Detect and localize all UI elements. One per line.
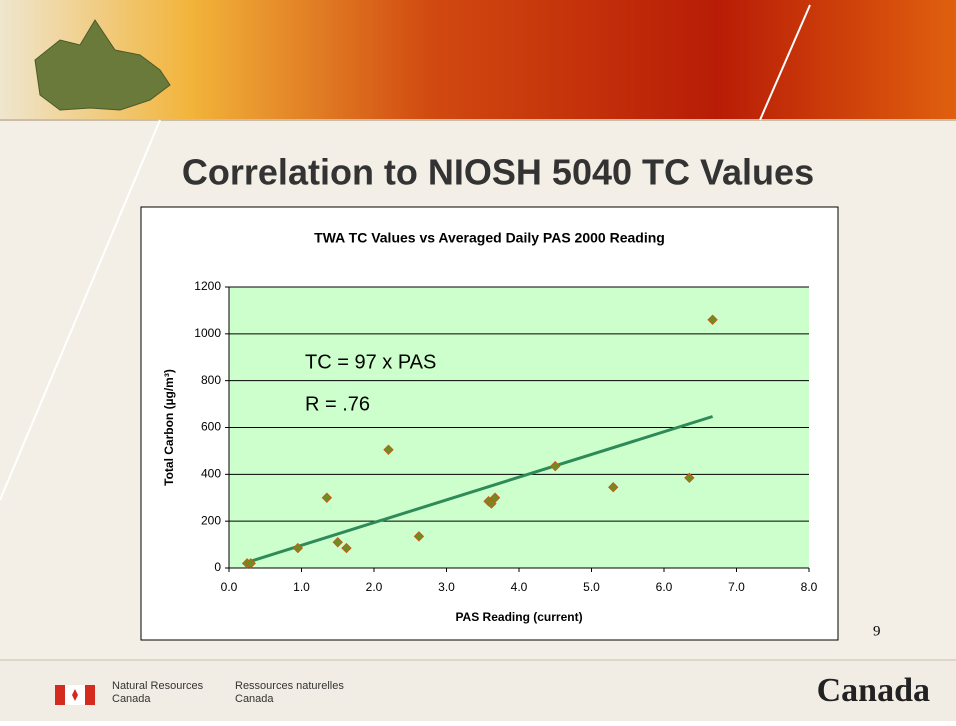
x-tick-label: 0.0	[221, 580, 238, 594]
footer-fr: Ressources naturelles Canada	[235, 680, 345, 706]
y-tick-label: 1000	[194, 326, 221, 340]
flag-right	[85, 685, 95, 705]
x-tick-label: 7.0	[728, 580, 745, 594]
y-tick-label: 600	[201, 420, 221, 434]
x-tick-label: 1.0	[293, 580, 310, 594]
x-tick-label: 2.0	[366, 580, 383, 594]
x-tick-label: 5.0	[583, 580, 600, 594]
chart-title: TWA TC Values vs Averaged Daily PAS 2000…	[314, 230, 665, 246]
page-number: 9	[873, 623, 881, 639]
annotation: R = .76	[305, 393, 370, 415]
y-axis-label: Total Carbon (µg/m³)	[162, 369, 176, 486]
y-tick-label: 800	[201, 373, 221, 387]
x-tick-label: 6.0	[656, 580, 673, 594]
footer-fr-box: Ressources naturelles Canada	[235, 680, 345, 714]
y-tick-label: 1200	[194, 279, 221, 293]
flag-left	[55, 685, 65, 705]
footer-en: Natural Resources Canada	[112, 680, 222, 706]
y-tick-label: 0	[214, 560, 221, 574]
annotation: TC = 97 x PAS	[305, 351, 436, 373]
x-tick-label: 3.0	[438, 580, 455, 594]
footer-en-box: Natural Resources Canada	[112, 680, 222, 714]
x-tick-label: 8.0	[801, 580, 818, 594]
y-tick-label: 400	[201, 467, 221, 481]
wordmark: Canada	[817, 672, 930, 709]
x-axis-label: PAS Reading (current)	[455, 610, 582, 624]
x-tick-label: 4.0	[511, 580, 528, 594]
y-tick-label: 200	[201, 513, 221, 527]
chart: TWA TC Values vs Averaged Daily PAS 2000…	[162, 230, 817, 624]
slide-title: Correlation to NIOSH 5040 TC Values	[182, 152, 814, 193]
slide: Correlation to NIOSH 5040 TC Values TWA …	[0, 0, 956, 721]
